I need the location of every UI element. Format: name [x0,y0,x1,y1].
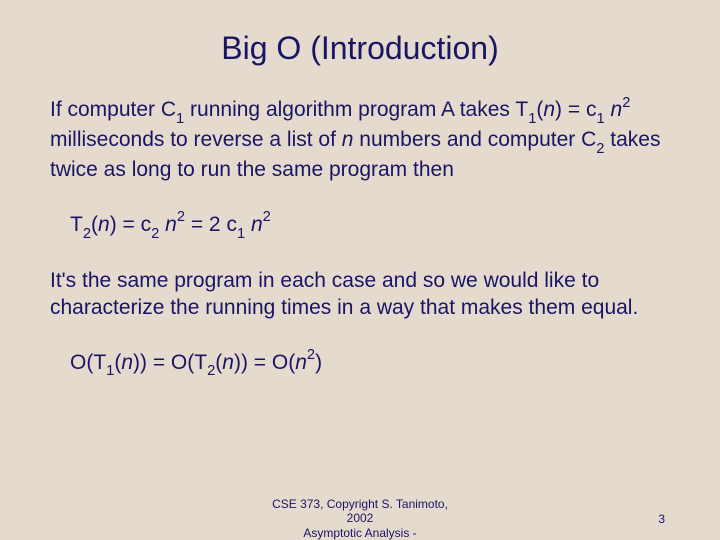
eq1-s1: 2 [83,226,91,242]
p1-t1sub: 1 [528,111,536,127]
p1-n3: n [342,128,354,151]
paragraph-2: It's the same program in each case and s… [50,268,670,322]
eq2-p6: ) [315,351,322,374]
eq2-s2: 2 [207,363,215,379]
footer-line1: CSE 373, Copyright S. Tanimoto, [272,497,448,511]
eq1-p2: ( [91,213,98,236]
eq2-p1: O(T [70,351,106,374]
eq1-e1: 2 [177,209,185,225]
p1-c1sub: 1 [176,111,184,127]
eq1-n2: n [165,213,177,236]
p1-c1bsub: 1 [596,111,604,127]
eq1-n1: n [98,213,110,236]
eq1-s3: 1 [237,226,245,242]
title-big: Big O (Introduction) [221,30,498,66]
equation-1: T2(n) = c2 n2 = 2 c1 n2 [70,210,670,242]
eq2-e1: 2 [307,347,315,363]
eq2-p3: )) = O(T [133,351,207,374]
footer-center: CSE 373, Copyright S. Tanimoto, 2002 Asy… [272,497,448,540]
p1-mid4: milliseconds to reverse a list of [50,128,342,151]
eq2-s1: 1 [106,363,114,379]
footer-line3: Asymptotic Analysis - [303,526,416,540]
eq1-p1: T [70,213,83,236]
eq1-p3: ) = c [110,213,151,236]
eq1-n3: n [251,213,263,236]
p1-mid3: ) = c [555,98,596,121]
eq2-n1: n [121,351,133,374]
p1-n1: n [543,98,555,121]
eq1-s2: 2 [151,226,159,242]
p1-c2sub: 2 [596,141,604,157]
eq2-n3: n [295,351,307,374]
equation-2: O(T1(n)) = O(T2(n)) = O(n2) [70,348,670,380]
eq2-p5: )) = O( [234,351,295,374]
p1-prefix: If computer C [50,98,176,121]
p1-sq: 2 [622,95,630,111]
p1-n2: n [611,98,623,121]
slide-title: Big O (Introduction) [50,30,670,67]
page-number: 3 [658,512,665,526]
eq1-p4: = 2 c [185,213,237,236]
p1-mid1: running algorithm program A takes T [184,98,528,121]
p1-mid5: numbers and computer C [353,128,596,151]
paragraph-1: If computer C1 running algorithm program… [50,95,670,184]
footer-line2: 2002 [347,511,374,525]
eq2-n2: n [222,351,234,374]
eq1-e2: 2 [263,209,271,225]
slide-container: Big O (Introduction) If computer C1 runn… [0,0,720,380]
